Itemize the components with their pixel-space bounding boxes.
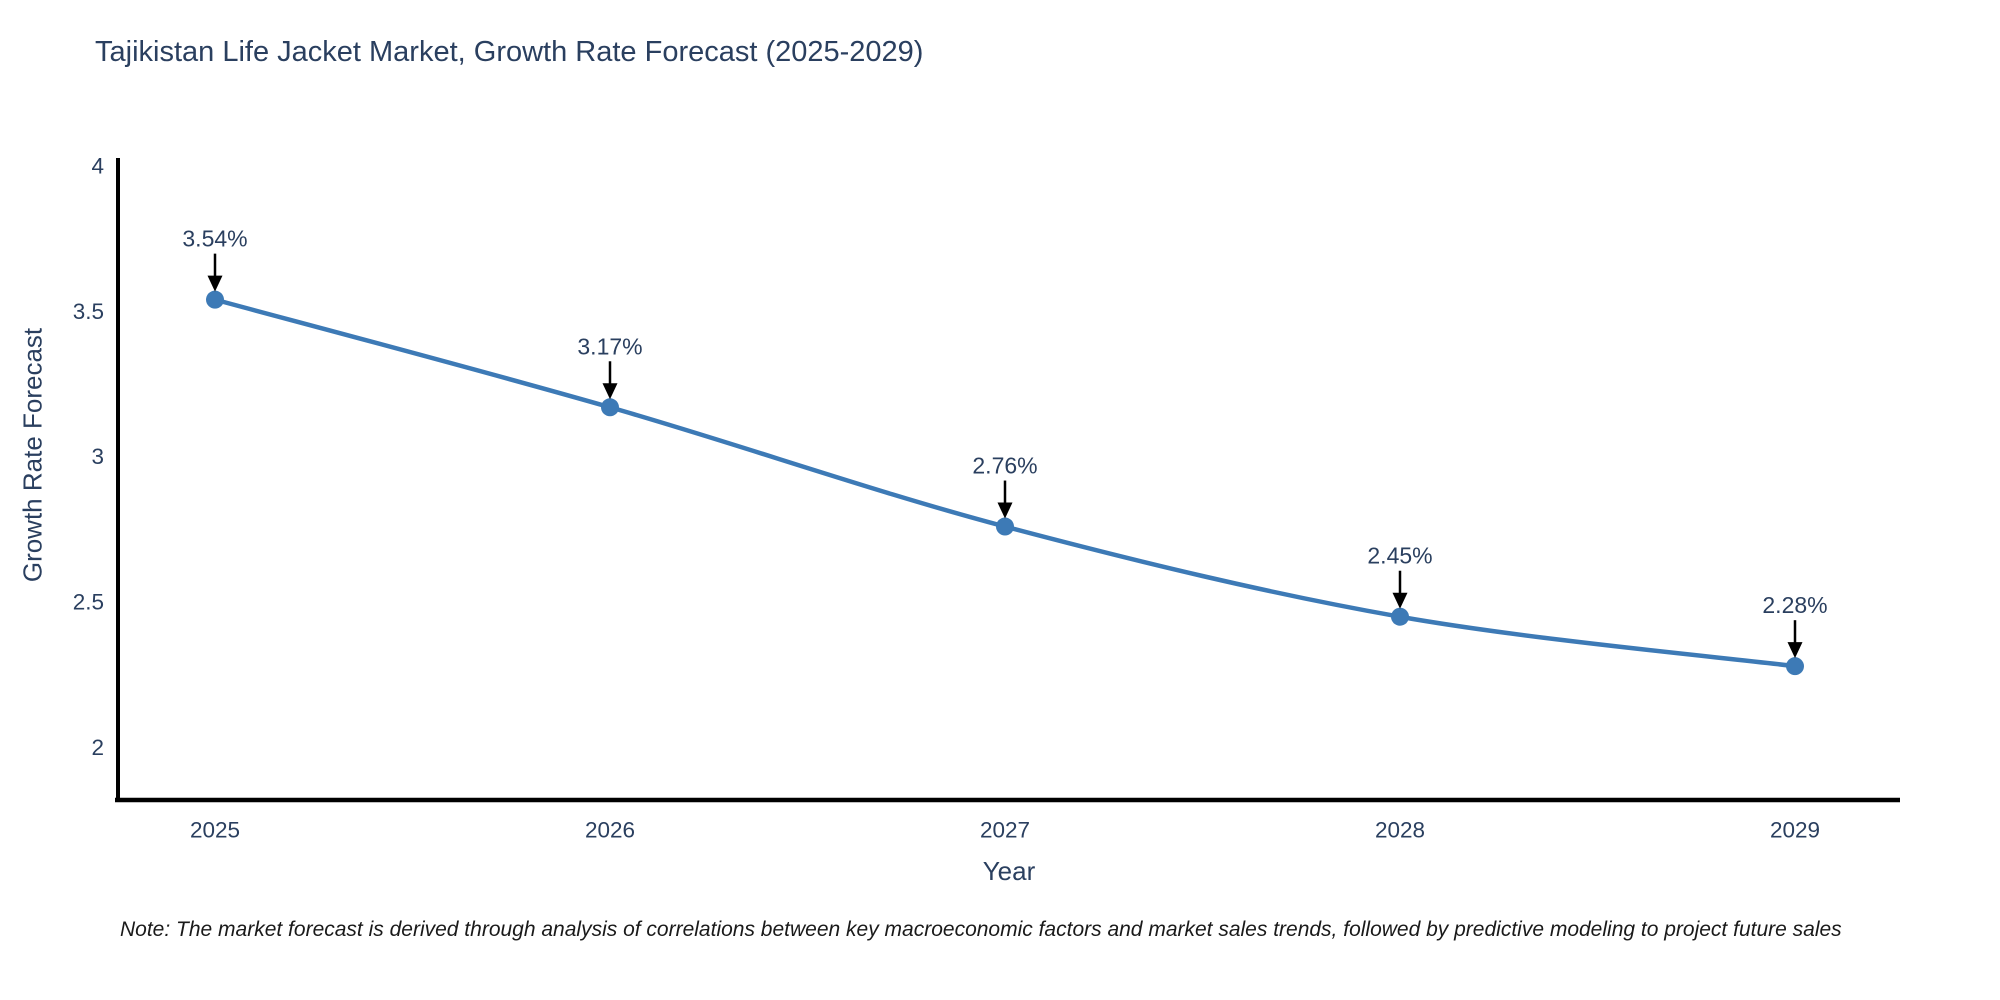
x-tick-label: 2026 <box>585 818 635 843</box>
data-point[interactable] <box>206 290 224 309</box>
data-point[interactable] <box>1391 607 1409 626</box>
annotation-arrowhead <box>997 502 1013 519</box>
y-tick-label: 4 <box>91 153 104 178</box>
y-tick-label: 3.5 <box>73 299 104 324</box>
x-axis-title: Year <box>982 856 1036 886</box>
annotation-arrowhead <box>602 383 618 400</box>
y-tick-label: 3 <box>91 444 104 469</box>
annotation-arrowhead <box>207 275 223 292</box>
data-point[interactable] <box>601 398 619 417</box>
chart-title: Tajikistan Life Jacket Market, Growth Ra… <box>95 36 924 68</box>
x-tick-label: 2029 <box>1770 818 1820 843</box>
point-annotation: 3.54% <box>182 226 247 252</box>
x-tick-label: 2027 <box>980 818 1030 843</box>
point-annotation: 3.17% <box>577 333 642 359</box>
footnote: Note: The market forecast is derived thr… <box>120 918 1842 941</box>
x-tick-label: 2025 <box>190 818 240 843</box>
point-annotation: 2.28% <box>1762 592 1827 618</box>
y-tick-label: 2 <box>91 735 104 760</box>
point-annotation: 2.45% <box>1367 543 1432 569</box>
annotation-arrowhead <box>1787 642 1803 659</box>
annotation-arrowhead <box>1392 592 1408 609</box>
data-point[interactable] <box>996 517 1014 536</box>
data-point[interactable] <box>1786 657 1804 676</box>
y-tick-label: 2.5 <box>73 590 104 615</box>
x-tick-label: 2028 <box>1375 818 1425 843</box>
point-annotation: 2.76% <box>972 453 1037 479</box>
